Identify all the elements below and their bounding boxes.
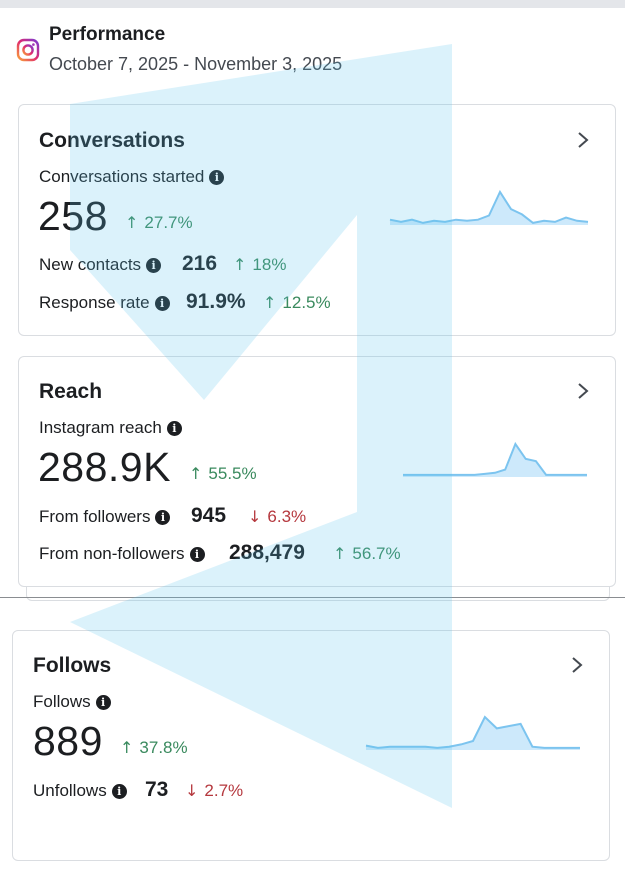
arrow-up-icon: ↑: [189, 464, 203, 483]
metric-delta: ↑ 55.5%: [189, 464, 257, 484]
follows-sparkline: [365, 715, 580, 750]
response-rate-label-text: Response rate: [39, 293, 150, 312]
metric-delta: ↑ 37.8%: [120, 738, 188, 758]
page-title: Performance: [49, 24, 166, 45]
info-icon[interactable]: i: [189, 546, 205, 562]
sparkline-area: [366, 717, 580, 750]
unfollows-delta: ↓ 2.7%: [185, 781, 243, 801]
info-icon[interactable]: i: [154, 295, 170, 311]
response-rate-delta-value: 12.5%: [282, 293, 331, 312]
chevron-right-icon[interactable]: [569, 655, 585, 675]
metric-value: 258: [38, 193, 108, 239]
info-icon[interactable]: i: [146, 257, 162, 273]
new-contacts-label-text: New contacts: [39, 255, 142, 274]
conversations-sparkline: [389, 189, 589, 225]
info-icon[interactable]: i: [111, 783, 127, 799]
metric-value: 889: [33, 718, 103, 764]
from-non-followers-value: 288,479: [229, 541, 305, 564]
from-non-followers-delta: ↑ 56.7%: [333, 544, 401, 564]
instagram-icon: [16, 38, 40, 62]
section-divider: [0, 597, 625, 598]
chevron-right-icon[interactable]: [575, 381, 591, 401]
response-rate-label: Response rate i: [39, 293, 170, 313]
card-title: Reach: [39, 380, 103, 403]
metric-delta-value: 37.8%: [139, 738, 188, 757]
from-followers-delta: ↓ 6.3%: [248, 507, 306, 527]
new-contacts-delta: ↑ 18%: [233, 255, 286, 275]
card-edge: [26, 587, 610, 601]
metric-delta-value: 27.7%: [144, 213, 193, 232]
info-icon[interactable]: i: [95, 694, 111, 710]
from-followers-delta-value: 6.3%: [267, 507, 307, 526]
card-title: Conversations: [39, 129, 185, 152]
metric-label: Conversations started i: [39, 167, 225, 187]
arrow-up-icon: ↑: [263, 293, 277, 312]
performance-header: Performance October 7, 2025 - November 3…: [16, 24, 576, 84]
arrow-up-icon: ↑: [233, 255, 247, 274]
date-range: October 7, 2025 - November 3, 2025: [49, 54, 343, 74]
unfollows-label: Unfollows i: [33, 781, 127, 801]
from-non-followers-label: From non-followers i: [39, 544, 205, 564]
arrow-up-icon: ↑: [120, 738, 134, 757]
metric-delta-value: 55.5%: [208, 464, 257, 483]
sparkline-line: [403, 441, 587, 476]
arrow-down-icon: ↓: [248, 507, 262, 526]
from-non-followers-label-text: From non-followers: [39, 544, 185, 563]
sparkline-area: [390, 192, 588, 225]
metric-label-text: Conversations started: [39, 167, 205, 186]
metric-label-text: Follows: [33, 692, 91, 711]
metric-label: Follows i: [33, 692, 111, 712]
info-icon[interactable]: i: [166, 420, 182, 436]
arrow-down-icon: ↓: [185, 781, 199, 800]
new-contacts-delta-value: 18%: [252, 255, 287, 274]
card-title: Follows: [33, 654, 112, 677]
info-icon[interactable]: i: [155, 509, 171, 525]
new-contacts-value: 216: [182, 252, 218, 275]
response-rate-delta: ↑ 12.5%: [263, 293, 331, 313]
arrow-up-icon: ↑: [333, 544, 347, 563]
metric-value: 288.9K: [38, 444, 171, 490]
from-followers-value: 945: [191, 504, 227, 527]
unfollows-delta-value: 2.7%: [204, 781, 244, 800]
sparkline-line: [389, 189, 589, 224]
reach-sparkline: [403, 441, 587, 477]
from-followers-label: From followers i: [39, 507, 171, 527]
follows-card[interactable]: Follows Follows i 889 ↑ 37.8% Unfollows i…: [12, 630, 610, 861]
metric-label-text: Instagram reach: [39, 418, 162, 437]
from-non-followers-delta-value: 56.7%: [352, 544, 401, 563]
from-followers-label-text: From followers: [39, 507, 151, 526]
chevron-right-icon[interactable]: [575, 130, 591, 150]
metric-label: Instagram reach i: [39, 418, 182, 438]
conversations-card[interactable]: Conversations Conversations started i 25…: [18, 104, 616, 336]
arrow-up-icon: ↑: [125, 213, 139, 232]
unfollows-value: 73: [145, 778, 169, 801]
unfollows-label-text: Unfollows: [33, 781, 107, 800]
top-bar: [0, 0, 625, 8]
reach-card[interactable]: Reach Instagram reach i 288.9K ↑ 55.5% Fr…: [18, 356, 616, 587]
sparkline-line: [365, 715, 580, 749]
new-contacts-label: New contacts i: [39, 255, 162, 275]
response-rate-value: 91.9%: [186, 290, 246, 313]
info-icon[interactable]: i: [209, 169, 225, 185]
metric-delta: ↑ 27.7%: [125, 213, 193, 233]
